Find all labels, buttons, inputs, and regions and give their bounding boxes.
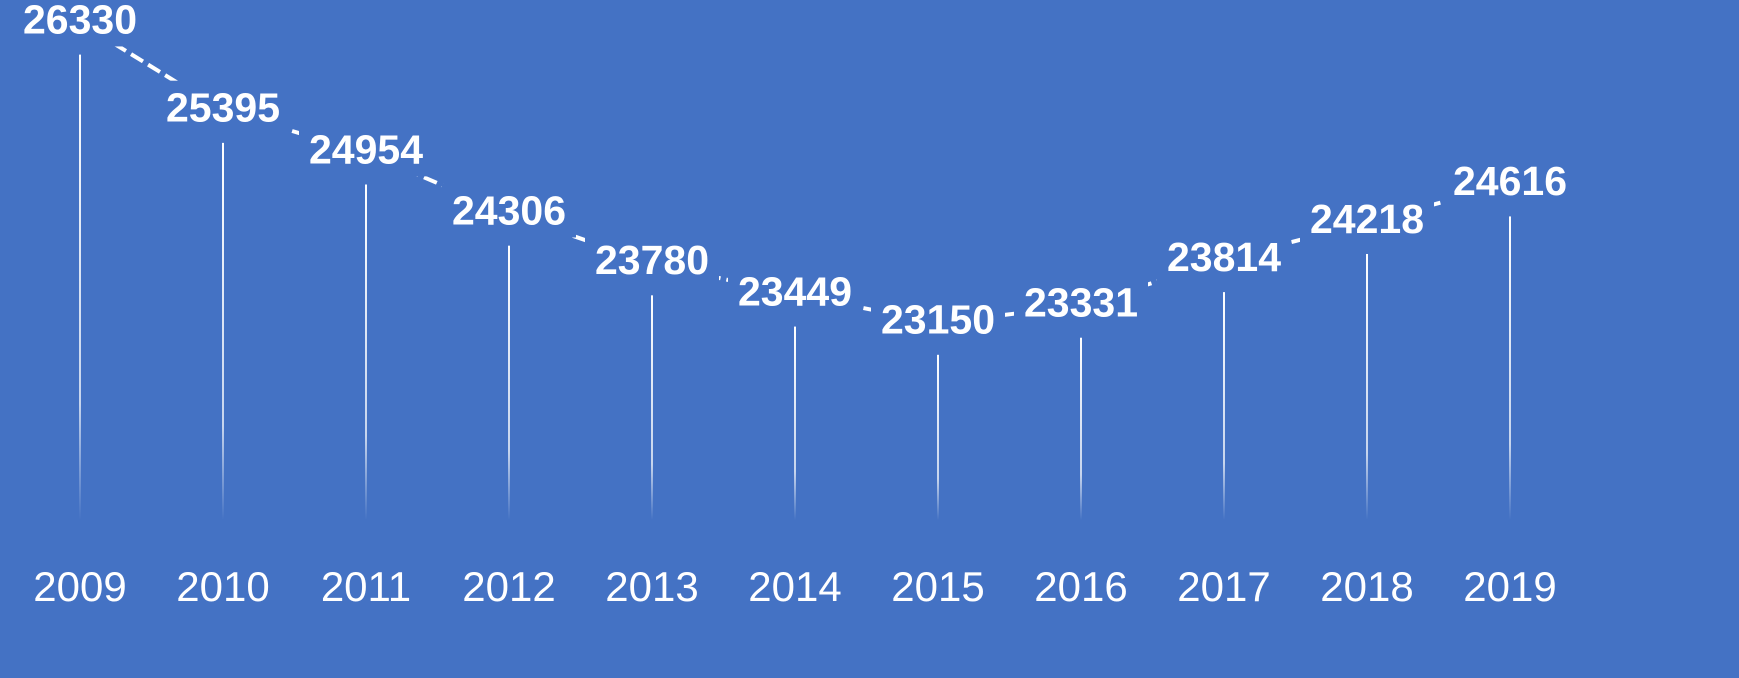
drop-line [1366,253,1368,520]
drop-line [79,54,81,520]
label-background [12,0,148,47]
label-background [584,233,720,288]
x-tick-label: 2011 [321,563,411,610]
drop-line [365,184,367,521]
label-background [1299,191,1435,246]
drop-line [1080,337,1082,520]
data-label: 24306 [452,188,566,234]
data-label: 25395 [166,85,280,131]
label-background [727,264,863,319]
label-background [1442,154,1578,209]
x-tick-label: 2010 [176,563,269,610]
drop-line [1509,216,1511,520]
drop-line [937,354,939,520]
x-tick-label: 2017 [1177,563,1270,610]
label-background [155,80,291,135]
label-background [298,122,434,177]
drop-line [222,142,224,520]
x-tick-label: 2014 [748,563,841,610]
drop-line [794,326,796,520]
label-background [1156,229,1292,284]
x-tick-label: 2012 [462,563,555,610]
data-label: 24616 [1453,158,1567,204]
x-tick-label: 2015 [891,563,984,610]
label-background [870,292,1006,347]
data-label: 23449 [738,268,852,314]
x-tick-label: 2016 [1034,563,1127,610]
drop-line [651,295,653,520]
x-tick-label: 2009 [33,563,126,610]
label-background [441,183,577,238]
data-label: 23150 [881,297,995,343]
data-label: 24954 [309,126,423,172]
data-label: 23331 [1024,280,1138,326]
drop-line [1223,292,1225,520]
data-label: 24218 [1310,196,1424,242]
drop-line [508,245,510,521]
data-label: 23814 [1167,234,1281,280]
x-tick-label: 2013 [605,563,698,610]
x-tick-label: 2019 [1463,563,1556,610]
label-background [1013,275,1149,330]
data-label: 26330 [23,0,137,42]
x-tick-label: 2018 [1320,563,1413,610]
data-label: 23780 [595,237,709,283]
